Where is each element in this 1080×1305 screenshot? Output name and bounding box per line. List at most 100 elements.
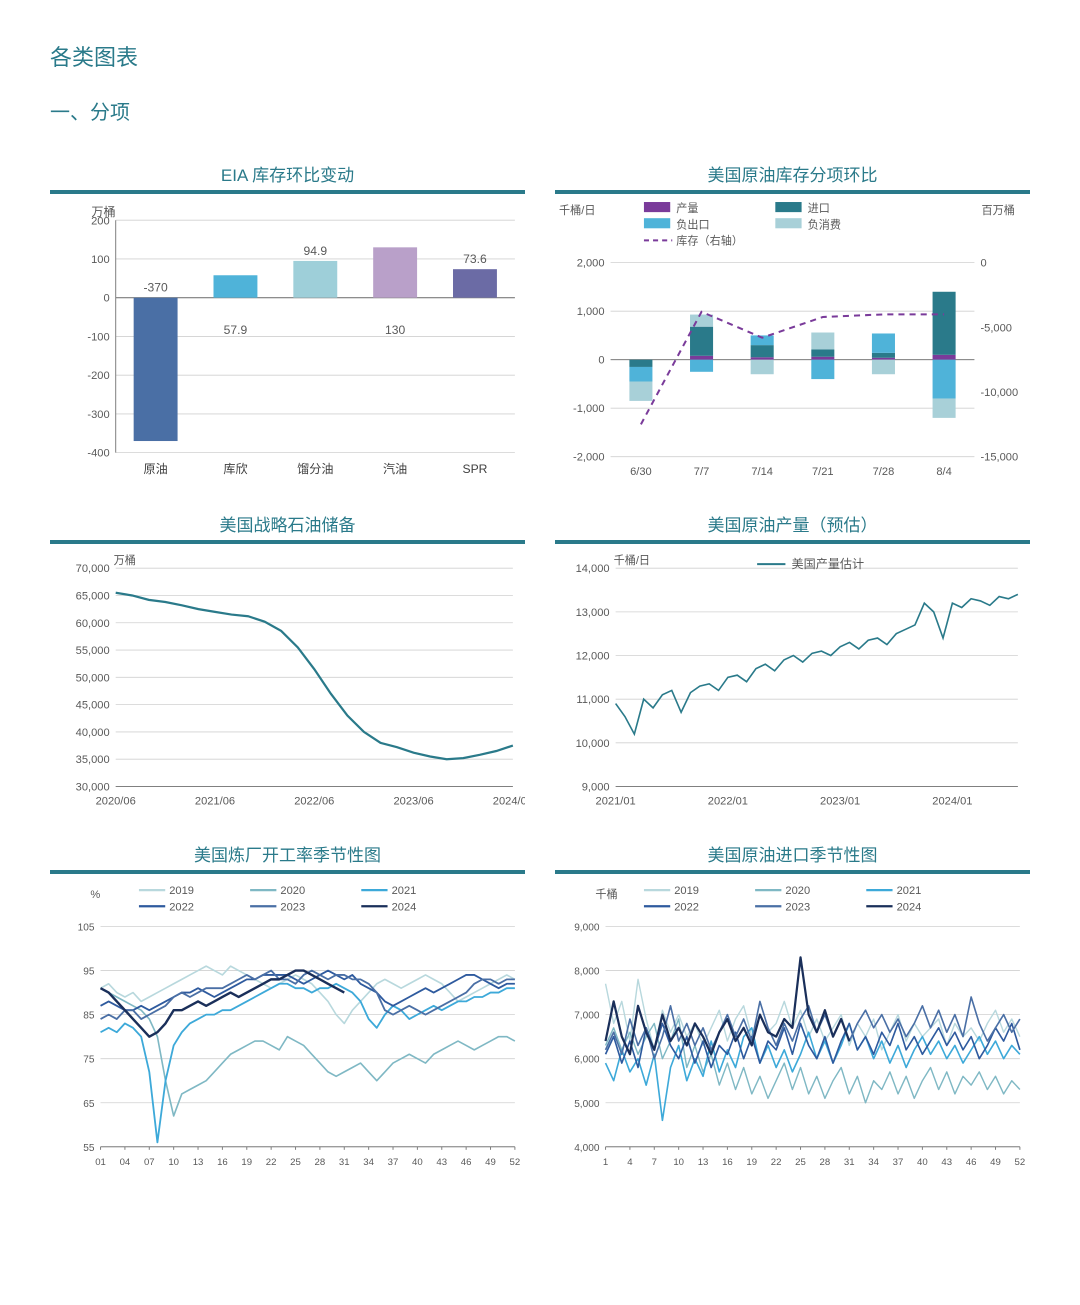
svg-text:19: 19 [746, 1157, 757, 1168]
svg-text:40: 40 [917, 1157, 928, 1168]
svg-text:负出口: 负出口 [676, 217, 709, 231]
chart-canvas: 30,00035,00040,00045,00050,00055,00060,0… [50, 550, 525, 813]
chart-divider [555, 870, 1030, 874]
svg-text:2021: 2021 [392, 885, 417, 897]
svg-text:10: 10 [168, 1157, 179, 1168]
svg-text:千桶/日: 千桶/日 [614, 553, 650, 567]
chart-canvas: 9,00010,00011,00012,00013,00014,000千桶/日2… [555, 550, 1030, 813]
svg-text:40,000: 40,000 [76, 727, 110, 739]
svg-text:-5,000: -5,000 [980, 322, 1012, 334]
svg-text:50,000: 50,000 [76, 672, 110, 684]
svg-text:2,000: 2,000 [577, 258, 605, 270]
svg-text:2020/06: 2020/06 [96, 796, 136, 808]
svg-text:9,000: 9,000 [574, 922, 600, 933]
chart-divider [50, 190, 525, 194]
chart-canvas: 5565758595105%01040710131619222528313437… [50, 880, 525, 1173]
svg-text:19: 19 [241, 1157, 252, 1168]
svg-text:25: 25 [290, 1157, 301, 1168]
svg-text:2022: 2022 [169, 901, 194, 913]
svg-text:34: 34 [363, 1157, 374, 1168]
svg-text:25: 25 [795, 1157, 806, 1168]
svg-text:9,000: 9,000 [582, 782, 610, 794]
chart-divider [50, 870, 525, 874]
svg-text:-370: -370 [143, 281, 168, 295]
svg-text:2021/06: 2021/06 [195, 796, 235, 808]
svg-text:55,000: 55,000 [76, 645, 110, 657]
svg-text:65: 65 [83, 1099, 95, 1110]
chart-title: 美国原油进口季节性图 [555, 841, 1030, 866]
svg-text:产量: 产量 [676, 201, 698, 215]
svg-text:美国产量估计: 美国产量估计 [791, 557, 864, 571]
svg-text:-10,000: -10,000 [980, 387, 1018, 399]
svg-text:22: 22 [771, 1157, 782, 1168]
section-title: 一、分项 [50, 96, 1030, 125]
svg-text:7,000: 7,000 [574, 1010, 600, 1021]
svg-text:73.6: 73.6 [463, 252, 487, 266]
svg-text:-2,000: -2,000 [573, 452, 605, 464]
svg-text:94.9: 94.9 [304, 244, 328, 258]
svg-text:16: 16 [217, 1157, 228, 1168]
chart-us-crude-inventory-components: 美国原油库存分项环比 -2,000-1,00001,0002,000-15,00… [555, 161, 1030, 483]
svg-text:105: 105 [78, 922, 95, 933]
svg-text:85: 85 [83, 1010, 95, 1021]
chart-divider [555, 190, 1030, 194]
svg-text:70,000: 70,000 [76, 563, 110, 575]
svg-text:57.9: 57.9 [224, 323, 248, 337]
svg-text:46: 46 [966, 1157, 977, 1168]
svg-text:100: 100 [91, 254, 110, 266]
svg-text:46: 46 [461, 1157, 472, 1168]
chart-title: EIA 库存环比变动 [50, 161, 525, 186]
svg-text:04: 04 [120, 1157, 131, 1168]
chart-us-spr: 美国战略石油储备 30,00035,00040,00045,00050,0005… [50, 511, 525, 813]
svg-text:-15,000: -15,000 [980, 452, 1018, 464]
svg-text:-300: -300 [87, 409, 109, 421]
svg-text:6,000: 6,000 [574, 1054, 600, 1065]
svg-text:55: 55 [83, 1143, 95, 1154]
chart-divider [555, 540, 1030, 544]
svg-text:31: 31 [339, 1157, 350, 1168]
svg-text:1: 1 [603, 1157, 608, 1168]
chart-canvas: 4,0005,0006,0007,0008,0009,000千桶14710131… [555, 880, 1030, 1173]
svg-text:40: 40 [412, 1157, 423, 1168]
svg-text:4,000: 4,000 [574, 1143, 600, 1154]
svg-text:负消费: 负消费 [808, 217, 841, 231]
svg-text:7/14: 7/14 [751, 466, 773, 478]
svg-text:10: 10 [673, 1157, 684, 1168]
svg-text:2019: 2019 [674, 885, 699, 897]
svg-text:2020: 2020 [785, 885, 810, 897]
svg-text:2022/01: 2022/01 [708, 796, 748, 808]
svg-text:SPR: SPR [463, 462, 488, 476]
svg-text:1,000: 1,000 [577, 306, 605, 318]
chart-grid: EIA 库存环比变动 -400-300-200-1000100200万桶原油库欣… [50, 161, 1030, 1173]
svg-text:-400: -400 [87, 448, 109, 460]
svg-text:2021/01: 2021/01 [596, 796, 636, 808]
svg-text:11,000: 11,000 [576, 694, 609, 706]
svg-text:进口: 进口 [808, 202, 830, 215]
svg-text:31: 31 [844, 1157, 855, 1168]
svg-text:0: 0 [980, 258, 986, 270]
svg-text:49: 49 [990, 1157, 1001, 1168]
svg-text:10,000: 10,000 [576, 738, 610, 750]
svg-text:2022: 2022 [674, 901, 699, 913]
svg-text:千桶/日: 千桶/日 [559, 203, 595, 217]
svg-text:130: 130 [385, 323, 405, 337]
svg-text:6/30: 6/30 [630, 466, 652, 478]
svg-text:43: 43 [436, 1157, 447, 1168]
svg-text:45,000: 45,000 [76, 700, 110, 712]
svg-text:万桶: 万桶 [91, 204, 115, 219]
svg-text:原油: 原油 [144, 462, 168, 476]
svg-text:01: 01 [95, 1157, 106, 1168]
svg-text:12,000: 12,000 [576, 651, 610, 663]
svg-text:2023: 2023 [785, 901, 810, 913]
svg-text:汽油: 汽油 [383, 461, 407, 476]
svg-text:28: 28 [820, 1157, 831, 1168]
chart-title: 美国炼厂开工率季节性图 [50, 841, 525, 866]
svg-text:万桶: 万桶 [114, 553, 136, 567]
svg-text:75: 75 [83, 1054, 95, 1065]
svg-text:2019: 2019 [169, 885, 194, 897]
chart-eia-inventory-change: EIA 库存环比变动 -400-300-200-1000100200万桶原油库欣… [50, 161, 525, 483]
svg-text:52: 52 [1015, 1157, 1026, 1168]
svg-text:库欣: 库欣 [223, 461, 247, 476]
chart-refinery-utilization-seasonal: 美国炼厂开工率季节性图 5565758595105%01040710131619… [50, 841, 525, 1173]
chart-title: 美国战略石油储备 [50, 511, 525, 536]
